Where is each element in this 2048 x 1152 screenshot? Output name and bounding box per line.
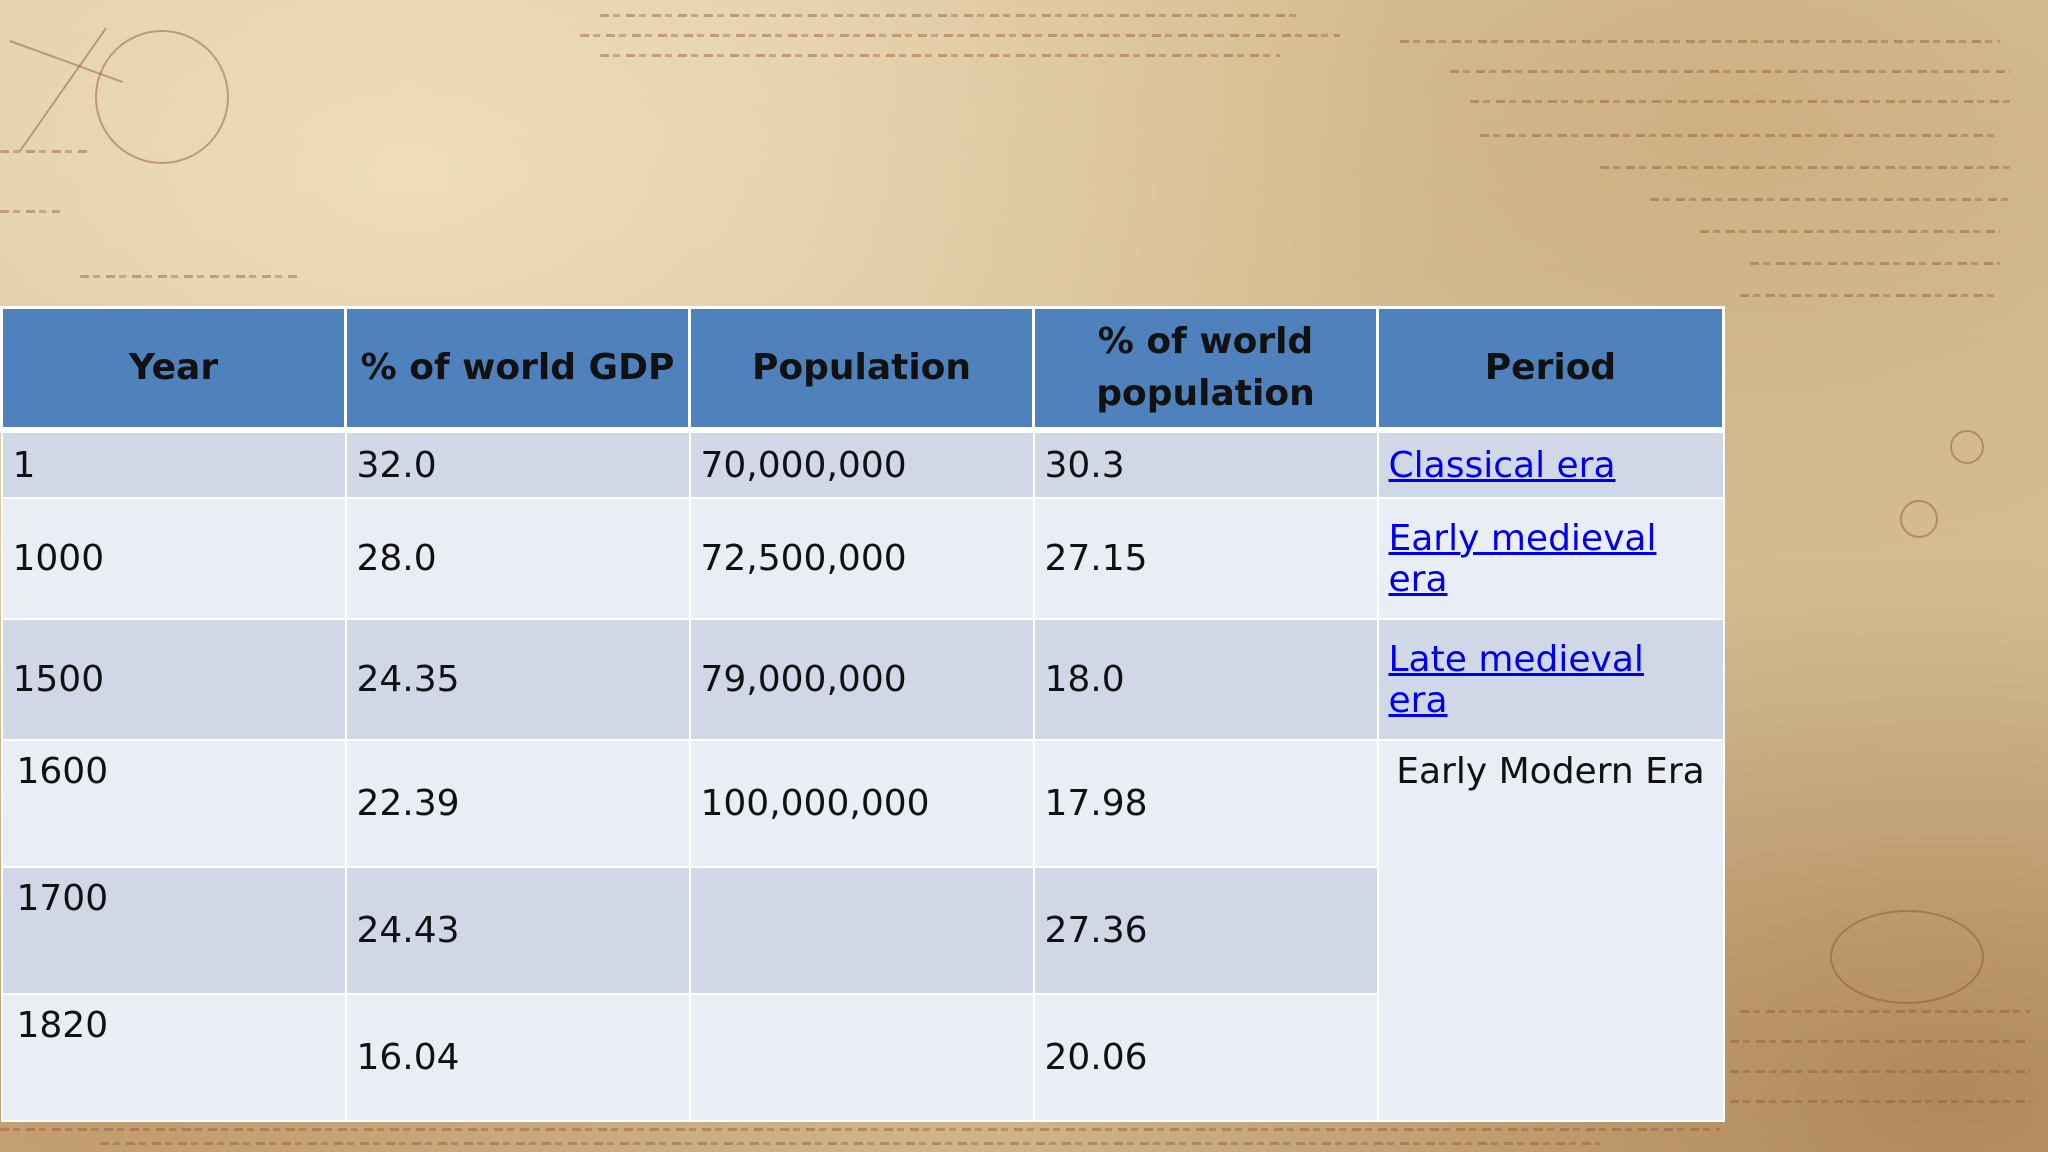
handwriting-decoration: [1450, 70, 2010, 73]
table-header-row: Year % of world GDP Population % of worl…: [0, 306, 1725, 433]
cell-population-share: 27.15: [1032, 497, 1379, 620]
handwriting-decoration: [1730, 1100, 2030, 1103]
cell-gdp-share: 16.04: [344, 993, 691, 1122]
cell-population-share: 27.36: [1032, 866, 1379, 995]
handwriting-decoration: [0, 150, 90, 153]
handwriting-decoration: [1480, 134, 2000, 137]
handwriting-decoration: [1740, 1010, 2030, 1013]
handwriting-decoration: [1730, 1070, 2030, 1073]
handwriting-decoration: [1700, 230, 2000, 233]
handwriting-decoration: [1400, 40, 2000, 43]
cell-population-share: 20.06: [1032, 993, 1379, 1122]
period-link-late-medieval[interactable]: Late medieval era: [1388, 638, 1644, 721]
header-population: Population: [688, 306, 1035, 433]
handwriting-decoration: [1470, 100, 2010, 103]
cell-population: 72,500,000: [688, 497, 1035, 620]
cell-population: [688, 866, 1035, 995]
cell-population: 70,000,000: [688, 429, 1035, 499]
sketch-circle-decoration: [1830, 910, 1984, 1004]
header-population-share: % of world population: [1032, 306, 1379, 433]
cell-gdp-share: 24.35: [344, 618, 691, 741]
cell-year: 1820: [0, 993, 347, 1122]
handwriting-decoration: [0, 210, 60, 213]
cell-population: 79,000,000: [688, 618, 1035, 741]
handwriting-decoration: [1600, 166, 2010, 169]
cell-population-share: 17.98: [1032, 739, 1379, 868]
header-year: Year: [0, 306, 347, 433]
handwriting-decoration: [1740, 294, 2000, 297]
table-row: 1 32.0 70,000,000 30.3 Classical era: [0, 429, 1725, 499]
cell-year: 1700: [0, 866, 347, 995]
header-period: Period: [1376, 306, 1725, 433]
table-row: 1700 24.43 27.36: [0, 866, 1724, 995]
cell-period: Classical era: [1376, 429, 1725, 499]
data-table-container: Year % of world GDP Population % of worl…: [0, 306, 1725, 1122]
cell-population-share: 18.0: [1032, 618, 1379, 741]
cell-year: 1000: [0, 497, 347, 620]
cell-gdp-share: 32.0: [344, 429, 691, 499]
table-row: 1500 24.35 79,000,000 18.0 Late medieval…: [0, 618, 1725, 741]
sketch-circle-decoration: [1950, 430, 1984, 464]
table-row: 1820 16.04 20.06: [0, 993, 1724, 1122]
sketch-circle-decoration: [1900, 500, 1938, 538]
cell-year: 1600: [0, 739, 347, 868]
cell-gdp-share: 28.0: [344, 497, 691, 620]
cell-population-share: 30.3: [1032, 429, 1379, 499]
cell-period: Early medieval era: [1376, 497, 1725, 620]
table-row: 1000 28.0 72,500,000 27.15 Early medieva…: [0, 497, 1725, 620]
handwriting-decoration: [1730, 1040, 2030, 1043]
handwriting-decoration: [100, 1142, 1600, 1145]
handwriting-decoration: [1750, 262, 2000, 265]
handwriting-decoration: [0, 1128, 1720, 1131]
period-link-early-medieval[interactable]: Early medieval era: [1388, 517, 1657, 600]
cell-population: 100,000,000: [688, 739, 1035, 868]
period-link-classical[interactable]: Classical era: [1388, 444, 1616, 486]
cell-population: [688, 993, 1035, 1122]
cell-period: Late medieval era: [1376, 618, 1725, 741]
handwriting-decoration: [600, 14, 1300, 17]
handwriting-decoration: [580, 34, 1340, 37]
sketch-circle-decoration: [95, 30, 229, 164]
header-gdp-share: % of world GDP: [344, 306, 691, 433]
cell-period-early-modern: Early Modern Era: [1376, 739, 1725, 1122]
cell-gdp-share: 22.39: [344, 739, 691, 868]
economic-history-table: Year % of world GDP Population % of worl…: [0, 306, 1725, 1122]
cell-year: 1500: [0, 618, 347, 741]
cell-year: 1: [0, 429, 347, 499]
table-row: 1600 22.39 100,000,000 17.98 Early Moder…: [0, 739, 1725, 1122]
handwriting-decoration: [600, 54, 1280, 57]
sketch-line-decoration: [19, 27, 107, 152]
handwriting-decoration: [80, 275, 300, 278]
handwriting-decoration: [1650, 198, 2010, 201]
cell-gdp-share: 24.43: [344, 866, 691, 995]
